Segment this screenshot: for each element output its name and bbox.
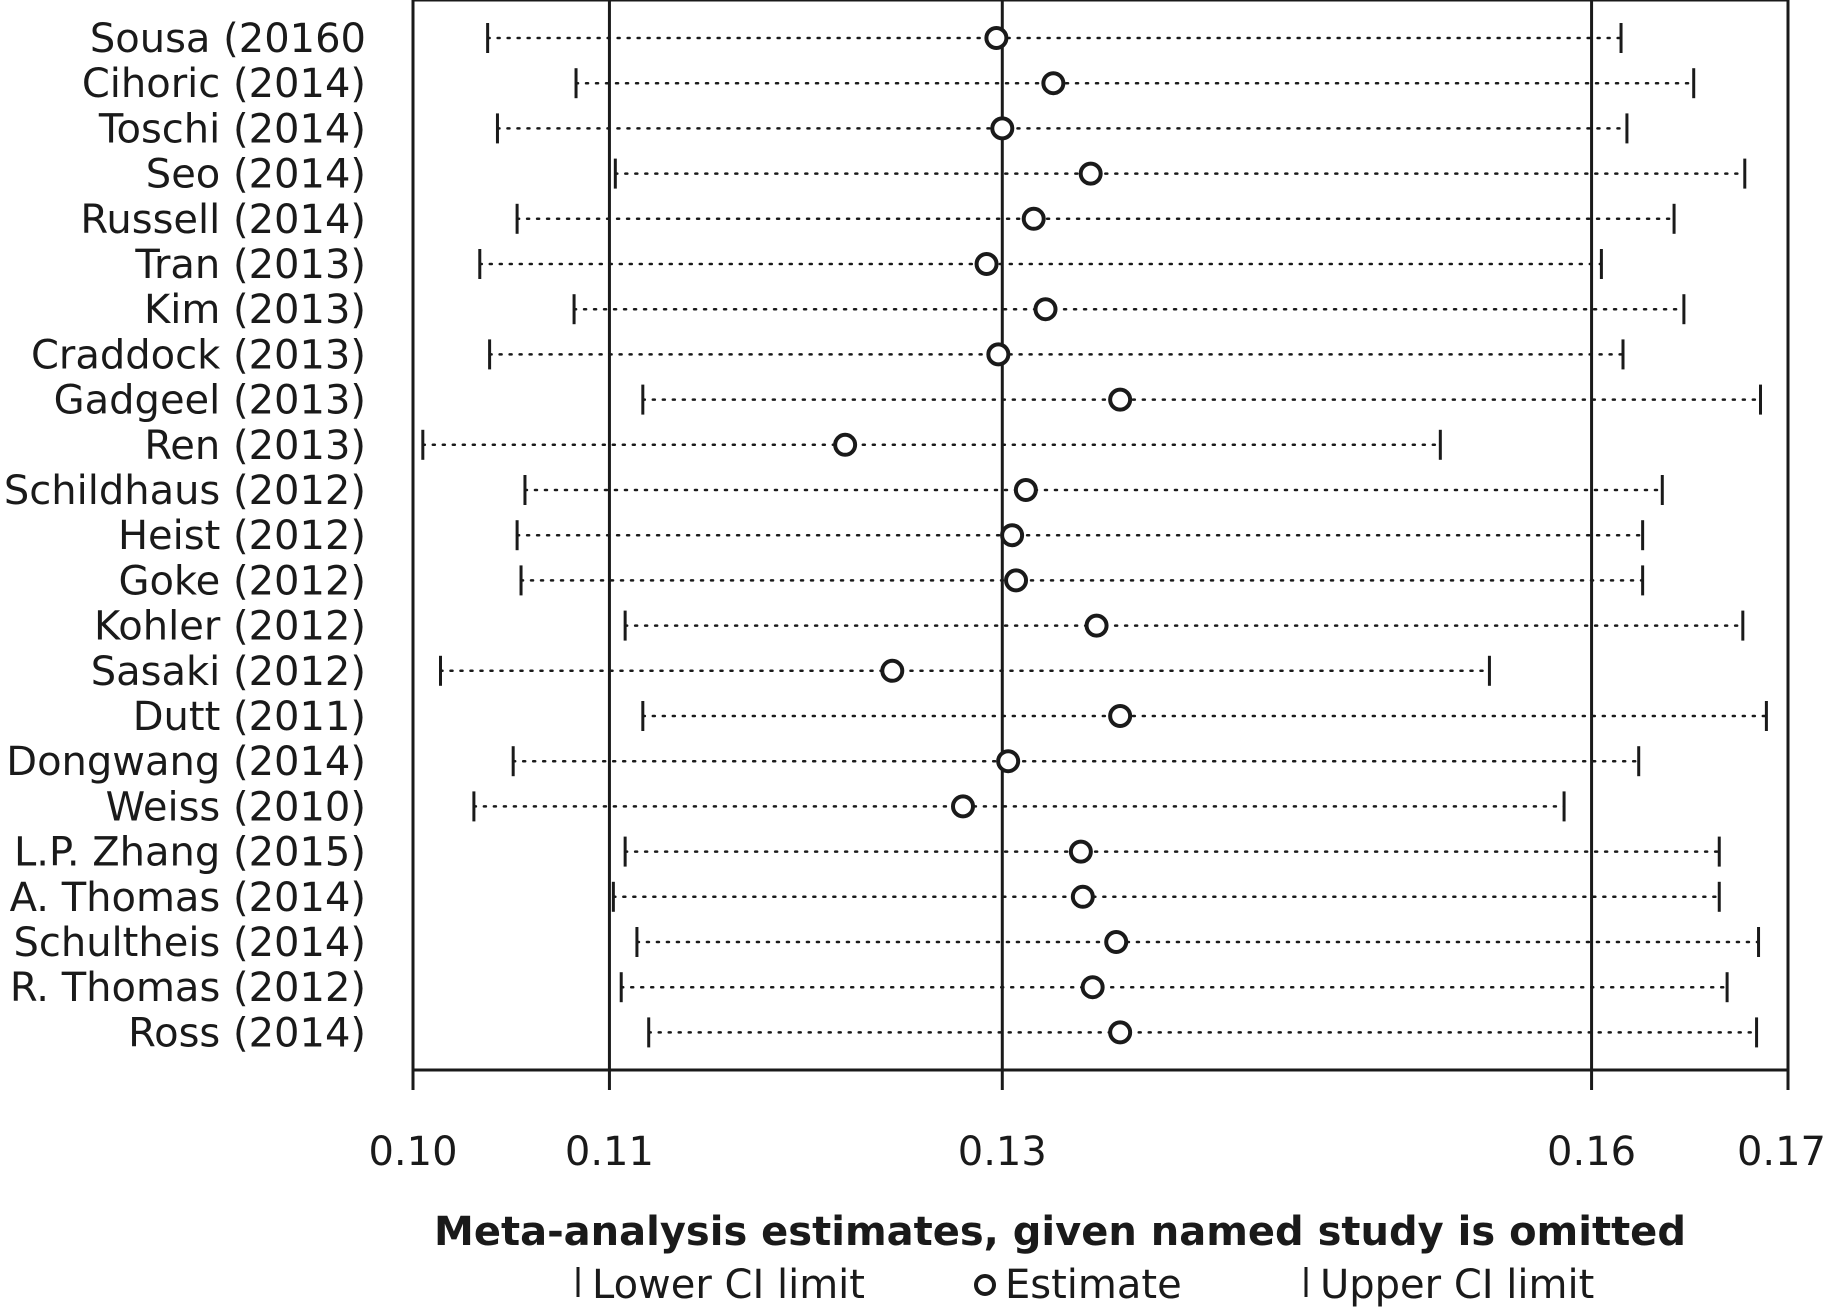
study-label: Tran (2013) — [134, 242, 366, 288]
study-row: Sasaki (2012) — [91, 649, 1491, 695]
study-label: Goke (2012) — [118, 558, 366, 604]
study-label: Kim (2013) — [144, 287, 366, 333]
legend-estimate-label: Estimate — [1005, 1262, 1182, 1308]
x-tick-label: 0.11 — [565, 1129, 654, 1175]
study-row: Dongwang (2014) — [6, 739, 1641, 785]
study-row: Toschi (2014) — [98, 106, 1629, 152]
legend-lower-label: Lower CI limit — [592, 1262, 865, 1308]
estimate-point — [1068, 839, 1093, 864]
study-label: Gadgeel (2013) — [54, 378, 366, 424]
study-row: Gadgeel (2013) — [54, 378, 1762, 424]
study-row: Schultheis (2014) — [13, 920, 1761, 966]
estimate-point — [1004, 568, 1029, 593]
study-row: Ren (2013) — [144, 423, 1442, 469]
x-axis-title: Meta-analysis estimates, given named stu… — [434, 1209, 1686, 1255]
study-label: Heist (2012) — [118, 513, 366, 559]
study-row: Weiss (2010) — [106, 784, 1566, 830]
study-label: Russell (2014) — [80, 197, 366, 243]
study-row: Tran (2013) — [134, 242, 1603, 288]
estimate-point — [951, 794, 975, 819]
estimate-point — [996, 749, 1021, 774]
estimate-point — [1070, 884, 1095, 909]
study-row: Craddock (2013) — [31, 332, 1625, 378]
study-label: Toschi (2014) — [98, 106, 366, 152]
estimate-point — [1078, 161, 1103, 186]
study-row: Russell (2014) — [80, 197, 1676, 243]
estimate-point — [1108, 387, 1133, 412]
study-row: Kim (2013) — [144, 287, 1686, 333]
study-row: A. Thomas (2014) — [10, 875, 1721, 921]
study-row: Dutt (2011) — [133, 694, 1768, 740]
estimate-point — [984, 26, 1009, 50]
estimate-point — [880, 658, 905, 683]
estimate-point — [1108, 1020, 1133, 1045]
study-label: Sasaki (2012) — [91, 649, 366, 695]
x-tick-label: 0.17 — [1737, 1129, 1826, 1175]
study-label: Kohler (2012) — [94, 604, 366, 650]
legend: Lower CI limit Estimate Upper CI limit — [576, 1262, 1594, 1308]
study-label: Dutt (2011) — [133, 694, 366, 740]
study-label: A. Thomas (2014) — [10, 875, 366, 921]
estimate-point — [1013, 478, 1038, 502]
study-label: Ross (2014) — [128, 1010, 366, 1056]
study-row: Seo (2014) — [146, 152, 1747, 198]
study-label: R. Thomas (2012) — [10, 965, 366, 1011]
study-row: Ross (2014) — [128, 1010, 1759, 1056]
study-row: L.P. Zhang (2015) — [14, 830, 1721, 876]
study-row: Sousa (20160 — [90, 16, 1623, 62]
estimate-point — [1041, 71, 1066, 96]
estimate-point — [1080, 975, 1105, 1000]
estimate-point — [1084, 613, 1109, 638]
estimate-point — [1108, 704, 1133, 728]
study-row: Kohler (2012) — [94, 604, 1745, 650]
estimate-point — [974, 252, 999, 276]
study-row: Heist (2012) — [118, 513, 1645, 559]
estimate-point — [1104, 930, 1129, 954]
study-label: Craddock (2013) — [31, 332, 366, 378]
study-label: Ren (2013) — [144, 423, 366, 469]
x-tick-label: 0.13 — [958, 1129, 1047, 1175]
study-row: Goke (2012) — [118, 558, 1645, 604]
estimate-point — [990, 116, 1015, 141]
estimate-point — [1033, 297, 1058, 322]
study-label: Sousa (20160 — [90, 16, 366, 62]
study-label: Dongwang (2014) — [6, 739, 366, 785]
study-label: Schultheis (2014) — [13, 920, 366, 966]
x-tick-label: 0.10 — [368, 1129, 457, 1175]
x-tick-label: 0.16 — [1547, 1129, 1636, 1175]
estimate-point — [833, 432, 858, 457]
study-label: Schildhaus (2012) — [4, 468, 366, 514]
study-row: R. Thomas (2012) — [10, 965, 1729, 1011]
estimate-point — [986, 342, 1011, 367]
study-label: Weiss (2010) — [106, 784, 366, 830]
study-label: Cihoric (2014) — [82, 61, 366, 107]
estimate-point — [1021, 206, 1046, 231]
legend-estimate-marker — [974, 1274, 996, 1296]
study-label: Seo (2014) — [146, 152, 366, 198]
study-row: Schildhaus (2012) — [4, 468, 1664, 514]
x-axis: 0.10 0.11 0.13 0.16 0.17 — [368, 1068, 1826, 1175]
study-label: L.P. Zhang (2015) — [14, 830, 366, 876]
legend-upper-label: Upper CI limit — [1320, 1262, 1594, 1308]
estimate-point — [1000, 523, 1025, 548]
study-row: Cihoric (2014) — [82, 61, 1696, 107]
